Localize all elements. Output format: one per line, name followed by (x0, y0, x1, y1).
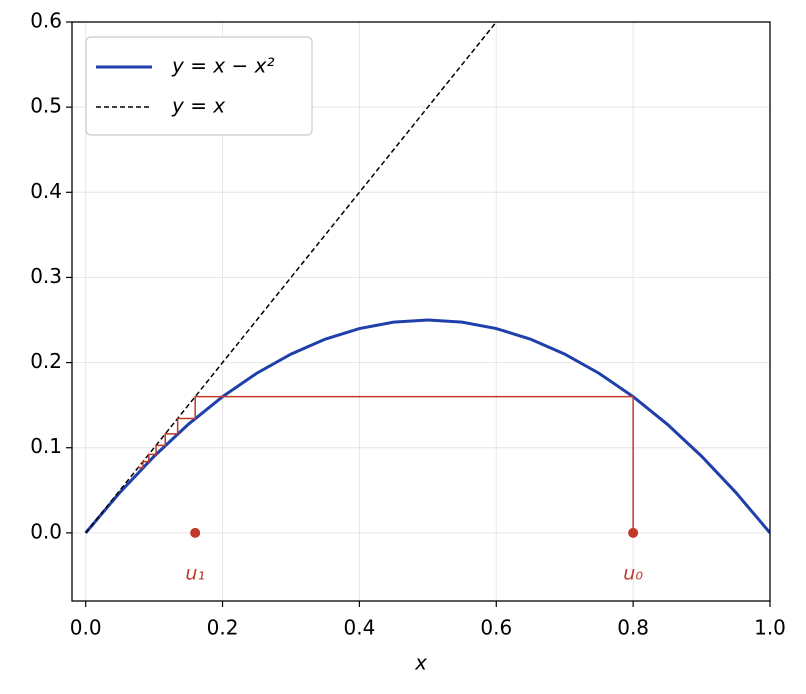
y-tick-label: 0.1 (30, 434, 62, 458)
point (190, 527, 201, 538)
legend-label: y = x − x² (171, 54, 274, 78)
x-tick-label: 0.6 (480, 616, 512, 640)
x-tick-label: 0.0 (70, 616, 102, 640)
series-line (84, 318, 770, 534)
axes-frame (71, 21, 771, 602)
ticks: 0.0 0.2 0.4 0.6 0.8 1.0 0.0 0.1 0.2 0.3 0.4 0.5 0.6 (30, 9, 786, 640)
y-tick-label: 0.3 (30, 264, 62, 288)
y-tick-label: 0.4 (30, 179, 62, 203)
series-line (138, 395, 634, 533)
y-tick-label: 0.6 (30, 9, 62, 33)
y-tick-label: 0.2 (30, 349, 62, 373)
x-tick-label: 0.4 (344, 616, 376, 640)
x-axis-label: x (414, 651, 427, 675)
legend-label: y = x (171, 94, 225, 118)
y-tick-label: 0.0 (30, 519, 62, 543)
legend: y = x − x² y = x (85, 36, 313, 136)
x-tick-label: 0.2 (207, 616, 239, 640)
x-tick-label: 1.0 (754, 616, 786, 640)
point (628, 527, 639, 538)
series-line (85, 22, 498, 534)
y-tick-label: 0.5 (30, 94, 62, 118)
x-tick-label: 0.8 (617, 616, 649, 640)
point-label: u₀ (623, 562, 643, 584)
point-label: u₁ (185, 562, 205, 584)
plot-area (84, 22, 770, 538)
legend-box (85, 36, 313, 136)
